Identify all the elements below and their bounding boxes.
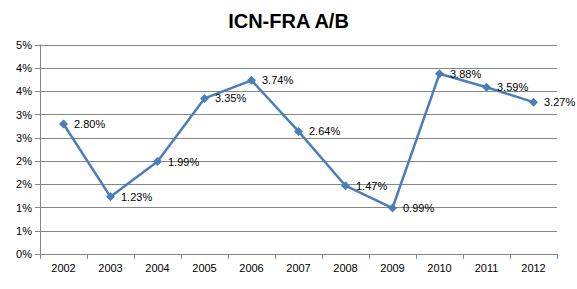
svg-text:3%: 3% xyxy=(16,132,32,144)
svg-text:1.47%: 1.47% xyxy=(356,180,387,192)
svg-text:2003: 2003 xyxy=(98,262,122,274)
svg-text:2007: 2007 xyxy=(286,262,310,274)
svg-text:ICN-FRA A/B: ICN-FRA A/B xyxy=(228,10,349,32)
svg-text:1%: 1% xyxy=(16,202,32,214)
svg-text:3.74%: 3.74% xyxy=(262,74,293,86)
svg-text:1%: 1% xyxy=(16,225,32,237)
svg-text:3%: 3% xyxy=(16,109,32,121)
svg-text:3.27%: 3.27% xyxy=(544,96,575,108)
svg-text:2.64%: 2.64% xyxy=(309,125,340,137)
svg-text:0.99%: 0.99% xyxy=(403,202,434,214)
svg-text:3.88%: 3.88% xyxy=(450,68,481,80)
svg-text:4%: 4% xyxy=(16,62,32,74)
svg-text:5%: 5% xyxy=(16,39,32,51)
svg-text:3.35%: 3.35% xyxy=(215,92,246,104)
svg-text:2008: 2008 xyxy=(333,262,357,274)
svg-text:2%: 2% xyxy=(16,178,32,190)
svg-text:2005: 2005 xyxy=(192,262,216,274)
svg-text:2004: 2004 xyxy=(145,262,169,274)
svg-text:2009: 2009 xyxy=(380,262,404,274)
svg-text:2%: 2% xyxy=(16,155,32,167)
svg-text:2012: 2012 xyxy=(521,262,545,274)
svg-text:2010: 2010 xyxy=(427,262,451,274)
svg-text:2011: 2011 xyxy=(475,262,499,274)
svg-text:2006: 2006 xyxy=(239,262,263,274)
svg-text:1.23%: 1.23% xyxy=(121,191,152,203)
svg-text:0%: 0% xyxy=(16,248,32,260)
svg-text:4%: 4% xyxy=(16,85,32,97)
svg-text:2002: 2002 xyxy=(51,262,75,274)
svg-text:2.80%: 2.80% xyxy=(74,118,105,130)
svg-text:3.59%: 3.59% xyxy=(497,81,528,93)
svg-text:1.99%: 1.99% xyxy=(168,156,199,168)
